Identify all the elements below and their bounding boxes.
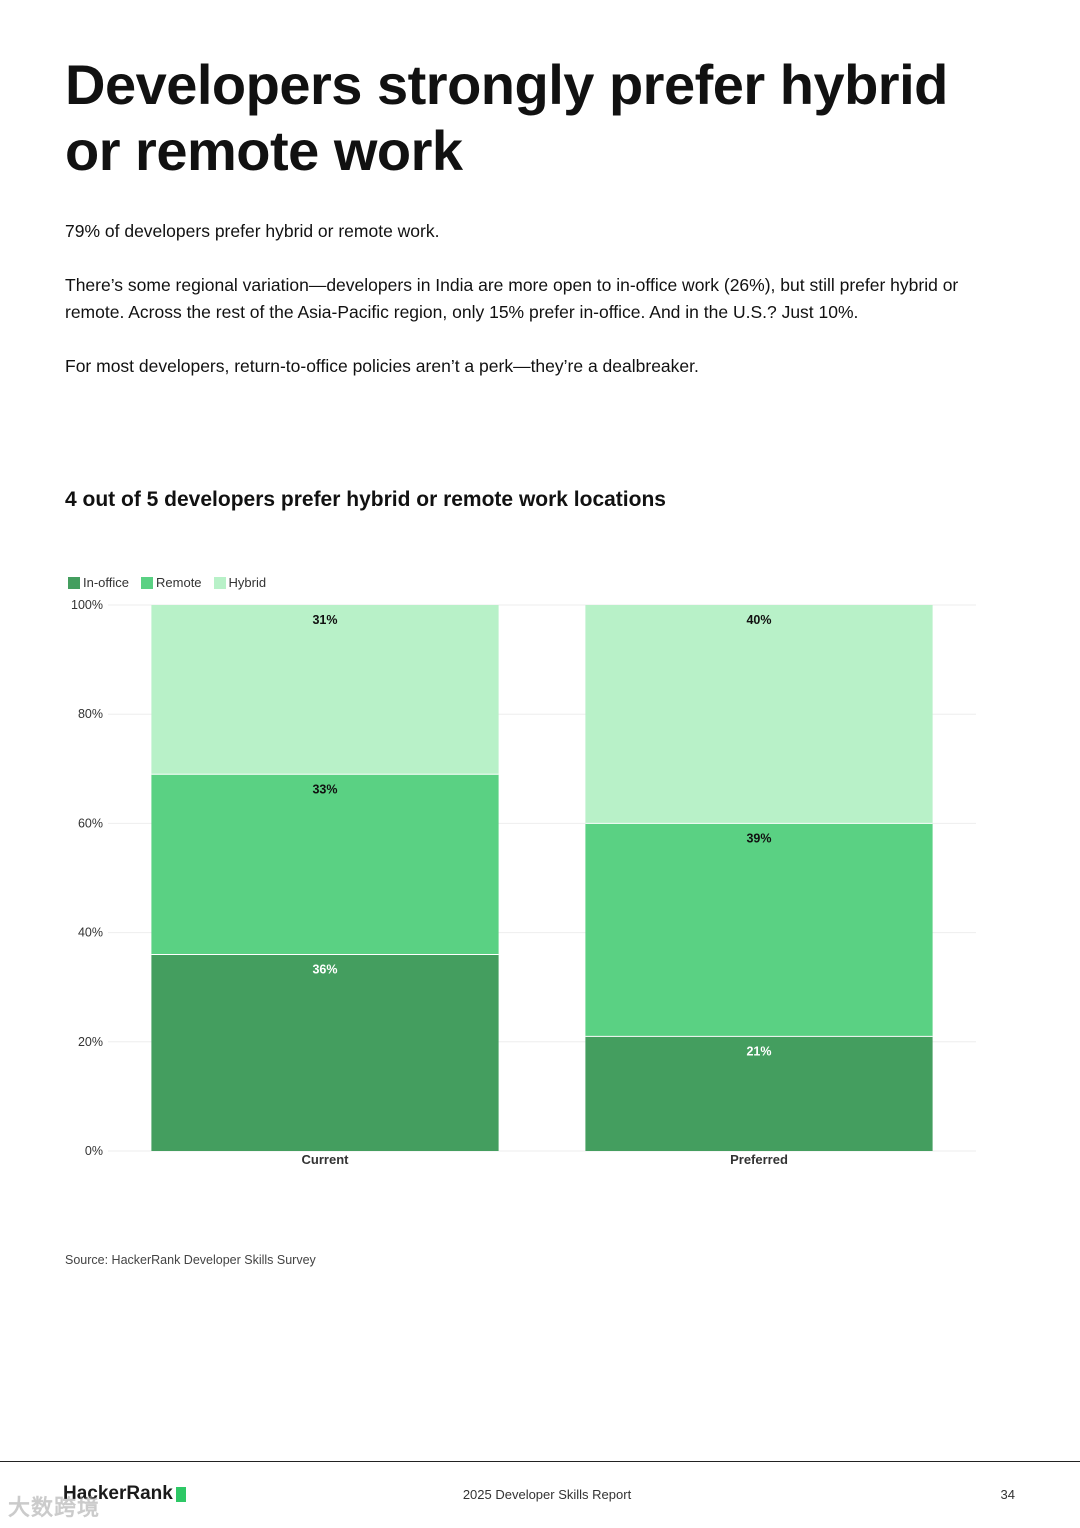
chart-title: 4 out of 5 developers prefer hybrid or r… — [65, 488, 666, 511]
page-number: 34 — [1000, 1487, 1015, 1502]
chart-legend: In-office Remote Hybrid — [68, 575, 266, 590]
y-tick-label: 40% — [78, 926, 103, 940]
legend-label-remote: Remote — [156, 575, 202, 590]
bar-segment — [151, 605, 499, 775]
legend-label-hybrid: Hybrid — [228, 575, 267, 590]
data-label: 21% — [746, 1044, 771, 1058]
legend-item-remote: Remote — [141, 575, 202, 590]
page-title: Developers strongly prefer hybrid or rem… — [65, 53, 948, 182]
y-tick-label: 80% — [78, 707, 103, 721]
legend-item-hybrid: Hybrid — [213, 575, 267, 590]
y-tick-label: 100% — [71, 598, 103, 612]
y-tick-label: 20% — [78, 1035, 103, 1049]
bar-segment — [585, 823, 933, 1037]
footer-divider — [0, 1461, 1080, 1462]
data-label: 33% — [312, 782, 337, 796]
bar-segment — [585, 1036, 933, 1151]
brand-mark-icon — [175, 1486, 186, 1502]
bar-segment — [151, 954, 499, 1151]
conclusion-paragraph: For most developers, return-to-office po… — [65, 356, 699, 376]
legend-label-in-office: In-office — [83, 575, 130, 590]
intro-paragraph: 79% of developers prefer hybrid or remot… — [65, 221, 440, 241]
data-label: 39% — [746, 831, 771, 845]
legend-swatch-in-office — [68, 576, 80, 589]
bar-segment — [151, 774, 499, 955]
y-tick-label: 60% — [78, 816, 103, 830]
data-label: 36% — [312, 962, 337, 976]
brand-name: HackerRank — [63, 1483, 173, 1504]
report-name: 2025 Developer Skills Report — [462, 1487, 632, 1502]
data-label: 40% — [746, 613, 771, 627]
x-tick-label: Preferred — [730, 1152, 788, 1167]
legend-swatch-hybrid — [213, 576, 226, 589]
x-tick-label: Current — [302, 1152, 350, 1167]
bar-segment — [585, 605, 933, 824]
data-label: 31% — [312, 613, 337, 627]
watermark: 大数跨境 — [8, 1495, 101, 1520]
regional-paragraph: There’s some regional variation—develope… — [65, 275, 959, 322]
brand-logo: HackerRank — [63, 1483, 186, 1505]
legend-swatch-remote — [141, 576, 154, 589]
y-tick-label: 0% — [85, 1144, 103, 1158]
source-note: Source: HackerRank Developer Skills Surv… — [65, 1253, 316, 1267]
legend-item-in-office: In-office — [68, 575, 129, 590]
